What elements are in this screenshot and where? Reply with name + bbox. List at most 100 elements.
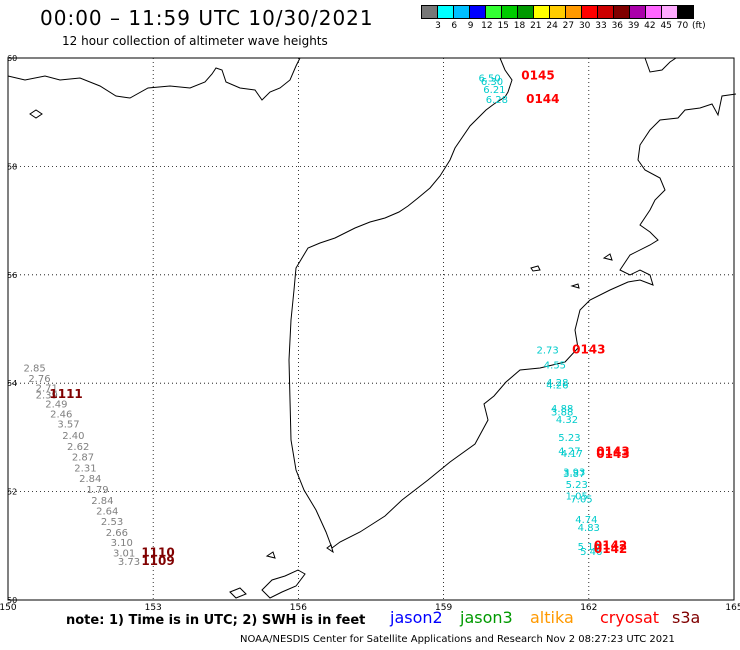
scale-label: 42 bbox=[644, 21, 656, 31]
map-frame bbox=[7, 57, 735, 601]
scale-label: 9 bbox=[467, 21, 474, 31]
wave-height-label: 3.87 bbox=[563, 469, 585, 480]
wave-height-label: 6.28 bbox=[486, 95, 508, 106]
scale-label: 36 bbox=[611, 21, 624, 31]
scale-label: 3 bbox=[435, 21, 441, 31]
wave-height-label: 3.57 bbox=[57, 420, 79, 431]
wave-height-label: 1.79 bbox=[86, 485, 108, 496]
satellite-jason3: jason3 bbox=[460, 608, 513, 627]
wave-height-label: 2.84 bbox=[79, 474, 101, 485]
lon-tick-label: 162 bbox=[580, 603, 597, 613]
page-title: 00:00 – 11:59 UTC 10/30/2021 bbox=[40, 6, 374, 30]
lon-tick-label: 156 bbox=[290, 603, 307, 613]
satellite-s3a: s3a bbox=[672, 608, 701, 627]
wave-height-label: 2.31 bbox=[74, 464, 96, 475]
pass-time-label: 1110 bbox=[141, 546, 174, 560]
scale-label: 15 bbox=[497, 21, 509, 31]
wave-height-label: 6.50 bbox=[478, 73, 500, 84]
pass-time-label: 0142 bbox=[594, 542, 627, 556]
wave-height-label: 1.05 bbox=[566, 492, 588, 503]
island-shape bbox=[570, 283, 580, 289]
wave-height-label: 4.17 bbox=[561, 449, 583, 460]
wave-height-label: 2.66 bbox=[106, 528, 128, 539]
wave-height-label: 3.88 bbox=[551, 408, 573, 419]
scale-label: 70 bbox=[676, 21, 689, 31]
wave-height-label: 3.01 bbox=[113, 549, 135, 560]
credit-line: NOAA/NESDIS Center for Satellite Applica… bbox=[240, 634, 675, 645]
pass-time-label: 0142 bbox=[594, 539, 627, 553]
satellite-altika: altika bbox=[530, 608, 574, 627]
wave-height-label: 4.26 bbox=[546, 381, 568, 392]
scale-label: 12 bbox=[481, 21, 493, 31]
wave-height-label: 5.46 bbox=[580, 547, 602, 558]
lon-tick-label: 159 bbox=[435, 603, 452, 613]
satellite-jason2: jason2 bbox=[390, 608, 443, 627]
wave-height-label: 2.40 bbox=[62, 431, 84, 442]
wave-height-label: 4.88 bbox=[551, 404, 573, 415]
lon-tick-label: 165 bbox=[725, 603, 740, 613]
page-subtitle: 12 hour collection of altimeter wave hei… bbox=[62, 34, 328, 48]
kuril-islands bbox=[265, 551, 276, 559]
wave-height-label: 6.21 bbox=[483, 85, 505, 96]
wave-height-label: 2.84 bbox=[91, 496, 113, 507]
scale-label: 6 bbox=[451, 21, 458, 31]
scale-label: 18 bbox=[513, 21, 526, 31]
wave-height-label: 2.85 bbox=[23, 363, 45, 374]
lon-tick-label: 153 bbox=[145, 603, 162, 613]
lat-tick-label: 54 bbox=[7, 379, 17, 388]
wave-height-label: 3.10 bbox=[111, 538, 133, 549]
island-shape bbox=[29, 109, 43, 119]
pass-time-label: 0143 bbox=[596, 444, 629, 458]
footer-note: note: 1) Time is in UTC; 2) SWH is in fe… bbox=[66, 613, 366, 628]
wave-height-label: 6.30 bbox=[481, 77, 503, 88]
wave-height-label: 2.76 bbox=[28, 374, 50, 385]
kuril-islands bbox=[261, 569, 306, 599]
pass-time-label: 0143 bbox=[596, 447, 629, 461]
wave-height-label: 7.05 bbox=[570, 494, 592, 505]
pass-time-label: 1109 bbox=[141, 554, 174, 568]
okhotsk-north-coast-2 bbox=[499, 57, 513, 98]
kuril-islands bbox=[326, 544, 334, 554]
scale-label: 45 bbox=[660, 21, 672, 31]
kamchatka-northeast-coast bbox=[644, 57, 677, 73]
wave-height-label: 3.73 bbox=[118, 557, 140, 568]
wave-height-label: 2.46 bbox=[50, 409, 72, 420]
scale-label: 33 bbox=[595, 21, 607, 31]
island-shape bbox=[530, 265, 541, 272]
wave-height-label: 4.74 bbox=[575, 515, 597, 526]
wave-height-label: 4.27 bbox=[558, 447, 580, 458]
scale-label: 24 bbox=[546, 21, 558, 31]
pass-time-label: 0143 bbox=[572, 342, 605, 356]
satellite-cryosat: cryosat bbox=[600, 608, 660, 627]
kuril-islands bbox=[229, 587, 247, 599]
pass-time-label: 0144 bbox=[526, 92, 559, 106]
wave-height-label: 4.55 bbox=[544, 361, 566, 372]
axis-tick-labels: 150 153 156 159 162 165 60 58 56 54 52 50 bbox=[0, 54, 740, 613]
lat-tick-label: 58 bbox=[7, 162, 17, 171]
wave-height-color-scale bbox=[421, 5, 694, 19]
scale-label: 27 bbox=[562, 21, 575, 31]
scale-label: (ft) bbox=[692, 21, 706, 31]
island-shape bbox=[602, 253, 613, 261]
color-scale-labels: 3 6 9 12 15 18 21 24 27 30 33 36 39 42 45 70 (ft) bbox=[421, 21, 740, 35]
wave-height-labels: 2.852.762.712.392.492.463.572.402.622.87… bbox=[23, 73, 602, 567]
lat-tick-label: 56 bbox=[7, 271, 17, 280]
wave-height-label: 2.64 bbox=[96, 506, 118, 517]
scale-label: 30 bbox=[578, 21, 591, 31]
lat-tick-label: 52 bbox=[7, 488, 17, 497]
lat-tick-label: 50 bbox=[7, 596, 17, 605]
pass-time-label: 1111 bbox=[49, 387, 82, 401]
wave-height-label: 2.71 bbox=[36, 383, 58, 394]
lon-tick-label: 150 bbox=[0, 603, 17, 613]
wave-height-label: 2.73 bbox=[537, 345, 559, 356]
lat-tick-label: 60 bbox=[7, 54, 17, 63]
scale-label: 21 bbox=[530, 21, 542, 31]
wave-height-label: 2.49 bbox=[45, 400, 67, 411]
wave-height-label: 4.32 bbox=[556, 415, 578, 426]
wave-height-label: 2.87 bbox=[72, 453, 94, 464]
wave-height-label: 5.23 bbox=[558, 433, 580, 444]
wave-height-label: 2.62 bbox=[67, 442, 89, 453]
scale-swatch bbox=[677, 5, 694, 19]
